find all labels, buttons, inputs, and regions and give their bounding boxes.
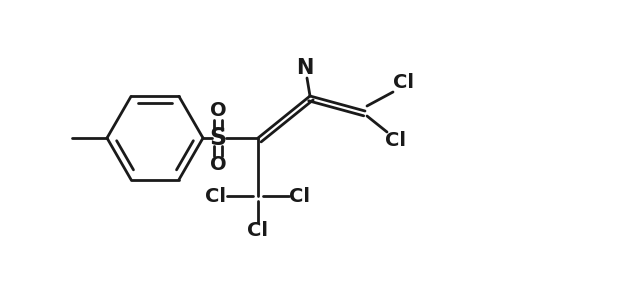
- Text: S: S: [209, 126, 227, 150]
- Text: Cl: Cl: [392, 73, 413, 92]
- Text: O: O: [210, 102, 227, 121]
- Text: Cl: Cl: [248, 222, 269, 241]
- Text: Cl: Cl: [385, 132, 406, 151]
- Text: O: O: [210, 156, 227, 175]
- Text: Cl: Cl: [205, 187, 227, 206]
- Text: Cl: Cl: [289, 187, 310, 206]
- Text: N: N: [296, 58, 314, 78]
